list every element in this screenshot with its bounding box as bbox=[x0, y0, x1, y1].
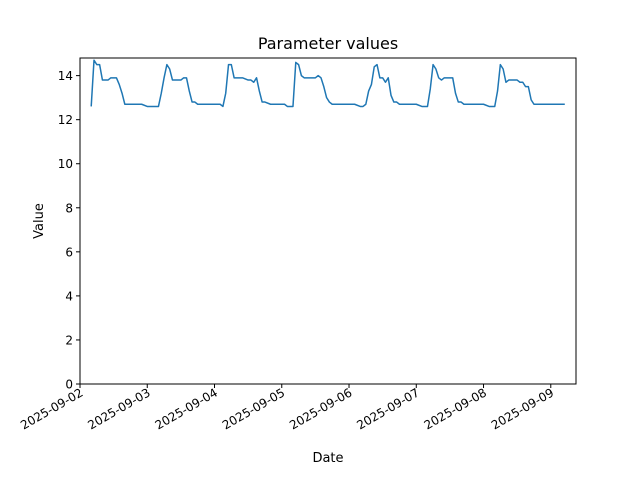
y-tick-label: 10 bbox=[58, 157, 73, 171]
y-axis-label: Value bbox=[32, 203, 47, 239]
y-tick-label: 4 bbox=[65, 289, 73, 303]
y-tick-label: 8 bbox=[65, 201, 73, 215]
y-tick-label: 2 bbox=[65, 333, 73, 347]
series-line-0 bbox=[90, 59, 565, 108]
x-axis-label: Date bbox=[312, 451, 343, 466]
data-series-group bbox=[90, 59, 565, 108]
y-tick-label: 14 bbox=[58, 69, 73, 83]
y-tick-label: 6 bbox=[65, 245, 73, 259]
plot-frame bbox=[79, 57, 577, 385]
y-tick-label: 12 bbox=[58, 113, 73, 127]
chart-title: Parameter values bbox=[258, 34, 398, 53]
y-tick-label: 0 bbox=[65, 378, 73, 392]
y-axis: 0 2 4 6 8 10 12 14 bbox=[58, 69, 80, 392]
